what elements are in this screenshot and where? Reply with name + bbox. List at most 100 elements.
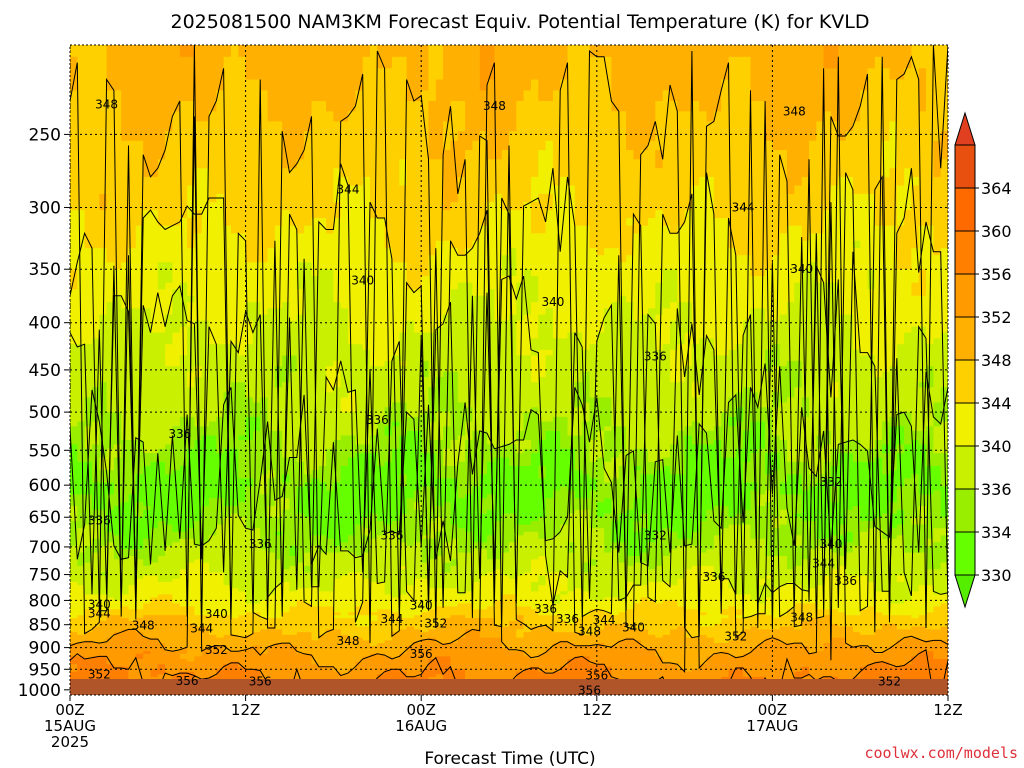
field-cell — [165, 458, 173, 463]
field-cell — [216, 426, 224, 431]
field-cell — [85, 57, 93, 69]
field-cell — [326, 101, 334, 112]
field-cell — [312, 466, 320, 471]
field-cell — [172, 159, 180, 169]
field-cell — [238, 506, 246, 510]
field-cell — [136, 470, 144, 475]
field-cell — [209, 68, 217, 80]
field-cell — [121, 458, 129, 463]
field-cell — [70, 150, 78, 160]
field-cell — [165, 150, 173, 160]
field-cell — [246, 131, 254, 141]
field-cell — [209, 462, 217, 467]
field-cell — [312, 90, 320, 101]
field-cell — [151, 338, 159, 344]
field-cell — [224, 68, 232, 80]
field-cell — [246, 241, 254, 249]
field-cell — [216, 444, 224, 449]
field-cell — [268, 366, 276, 372]
field-cell — [202, 478, 210, 483]
field-cell — [99, 397, 107, 403]
field-cell — [85, 121, 93, 131]
field-cell — [282, 141, 290, 151]
field-cell — [143, 521, 151, 525]
field-cell — [165, 241, 173, 249]
field-cell — [304, 177, 312, 186]
field-cell — [224, 308, 232, 315]
field-cell — [333, 422, 341, 427]
field-cell — [172, 255, 180, 263]
field-cell — [246, 111, 254, 122]
field-cell — [224, 321, 232, 328]
field-cell — [268, 68, 276, 80]
field-cell — [224, 470, 232, 475]
field-cell — [246, 498, 254, 503]
field-cell — [158, 168, 166, 177]
field-cell — [172, 45, 180, 57]
field-cell — [180, 506, 188, 510]
field-cell — [282, 296, 290, 303]
field-cell — [290, 422, 298, 427]
field-cell — [209, 377, 217, 383]
field-cell — [326, 525, 334, 529]
field-cell — [209, 150, 217, 160]
field-cell — [216, 494, 224, 499]
field-cell — [231, 80, 239, 92]
field-cell — [238, 141, 246, 151]
field-cell — [107, 186, 115, 195]
field-cell — [202, 101, 210, 112]
field-cell — [129, 111, 137, 122]
field-cell — [129, 141, 137, 151]
field-cell — [77, 417, 85, 422]
field-cell — [216, 302, 224, 309]
field-cell — [253, 177, 261, 186]
field-cell — [312, 474, 320, 479]
field-cell — [290, 426, 298, 431]
field-cell — [231, 57, 239, 69]
field-cell — [268, 609, 276, 613]
field-cell — [290, 397, 298, 403]
field-cell — [143, 344, 151, 350]
field-cell — [238, 377, 246, 383]
field-cell — [238, 57, 246, 69]
field-cell — [180, 233, 188, 241]
field-cell — [172, 474, 180, 479]
field-cell — [231, 514, 239, 518]
field-cell — [172, 366, 180, 372]
field-cell — [238, 333, 246, 339]
field-cell — [77, 436, 85, 441]
field-cell — [231, 68, 239, 80]
field-cell — [77, 462, 85, 467]
field-cell — [246, 218, 254, 226]
field-cell — [92, 487, 100, 492]
field-cell — [165, 327, 173, 334]
field-cell — [290, 80, 298, 92]
field-cell — [172, 417, 180, 422]
field-cell — [143, 436, 151, 441]
field-cell — [282, 111, 290, 122]
field-cell — [180, 444, 188, 449]
field-cell — [158, 210, 166, 219]
field-cell — [165, 202, 173, 211]
field-cell — [224, 111, 232, 122]
field-cell — [85, 159, 93, 169]
field-cell — [246, 609, 254, 613]
field-cell — [260, 276, 268, 283]
field-cell — [209, 131, 217, 141]
field-cell — [304, 57, 312, 69]
field-cell — [172, 186, 180, 195]
field-cell — [260, 121, 268, 131]
field-cell — [282, 45, 290, 57]
field-cell — [231, 333, 239, 339]
field-cell — [319, 210, 327, 219]
field-cell — [70, 372, 78, 378]
field-cell — [304, 333, 312, 339]
field-cell — [85, 308, 93, 315]
field-cell — [143, 366, 151, 372]
field-cell — [121, 474, 129, 479]
field-cell — [99, 422, 107, 427]
field-cell — [312, 440, 320, 445]
field-cell — [151, 150, 159, 160]
field-cell — [290, 333, 298, 339]
field-cell — [319, 159, 327, 169]
